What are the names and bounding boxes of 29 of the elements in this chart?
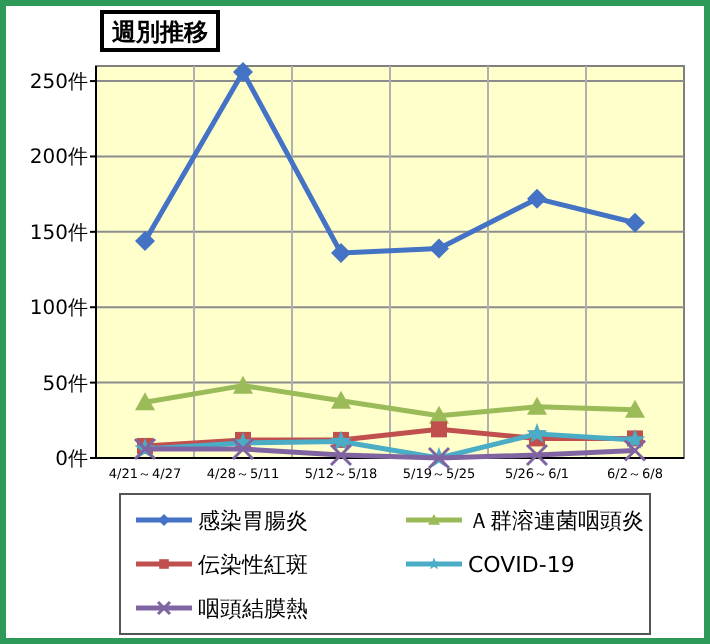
point: [331, 390, 351, 409]
y-tick-label: 250件: [29, 72, 88, 95]
point: [623, 438, 647, 462]
y-tick-label: 150件: [29, 222, 88, 245]
point: [527, 188, 547, 209]
y-tick-label: 100件: [29, 298, 88, 321]
point: [527, 396, 547, 415]
point: [625, 399, 645, 418]
point: [135, 230, 155, 251]
point: [231, 437, 255, 461]
legend-label: 伝染性紅斑: [198, 552, 308, 578]
legend-label: Ａ群溶連菌咽頭炎: [468, 508, 644, 534]
point: [431, 421, 447, 438]
point: [625, 212, 645, 233]
point: [233, 375, 253, 394]
point: [233, 62, 253, 83]
legend-label: 感染胃腸炎: [198, 508, 308, 534]
point: [331, 242, 351, 263]
point: [526, 422, 548, 443]
point: [135, 392, 155, 411]
y-tick-label: 50件: [42, 373, 88, 396]
y-tick-label: 0件: [55, 449, 88, 471]
point: [525, 443, 549, 467]
y-tick-label: 200件: [29, 147, 88, 170]
point: [429, 238, 449, 259]
legend-label: COVID-19: [468, 552, 575, 578]
point: [329, 443, 353, 467]
legend-label: 咽頭結膜熱: [198, 596, 308, 622]
chart-title: 週別推移: [110, 18, 208, 46]
